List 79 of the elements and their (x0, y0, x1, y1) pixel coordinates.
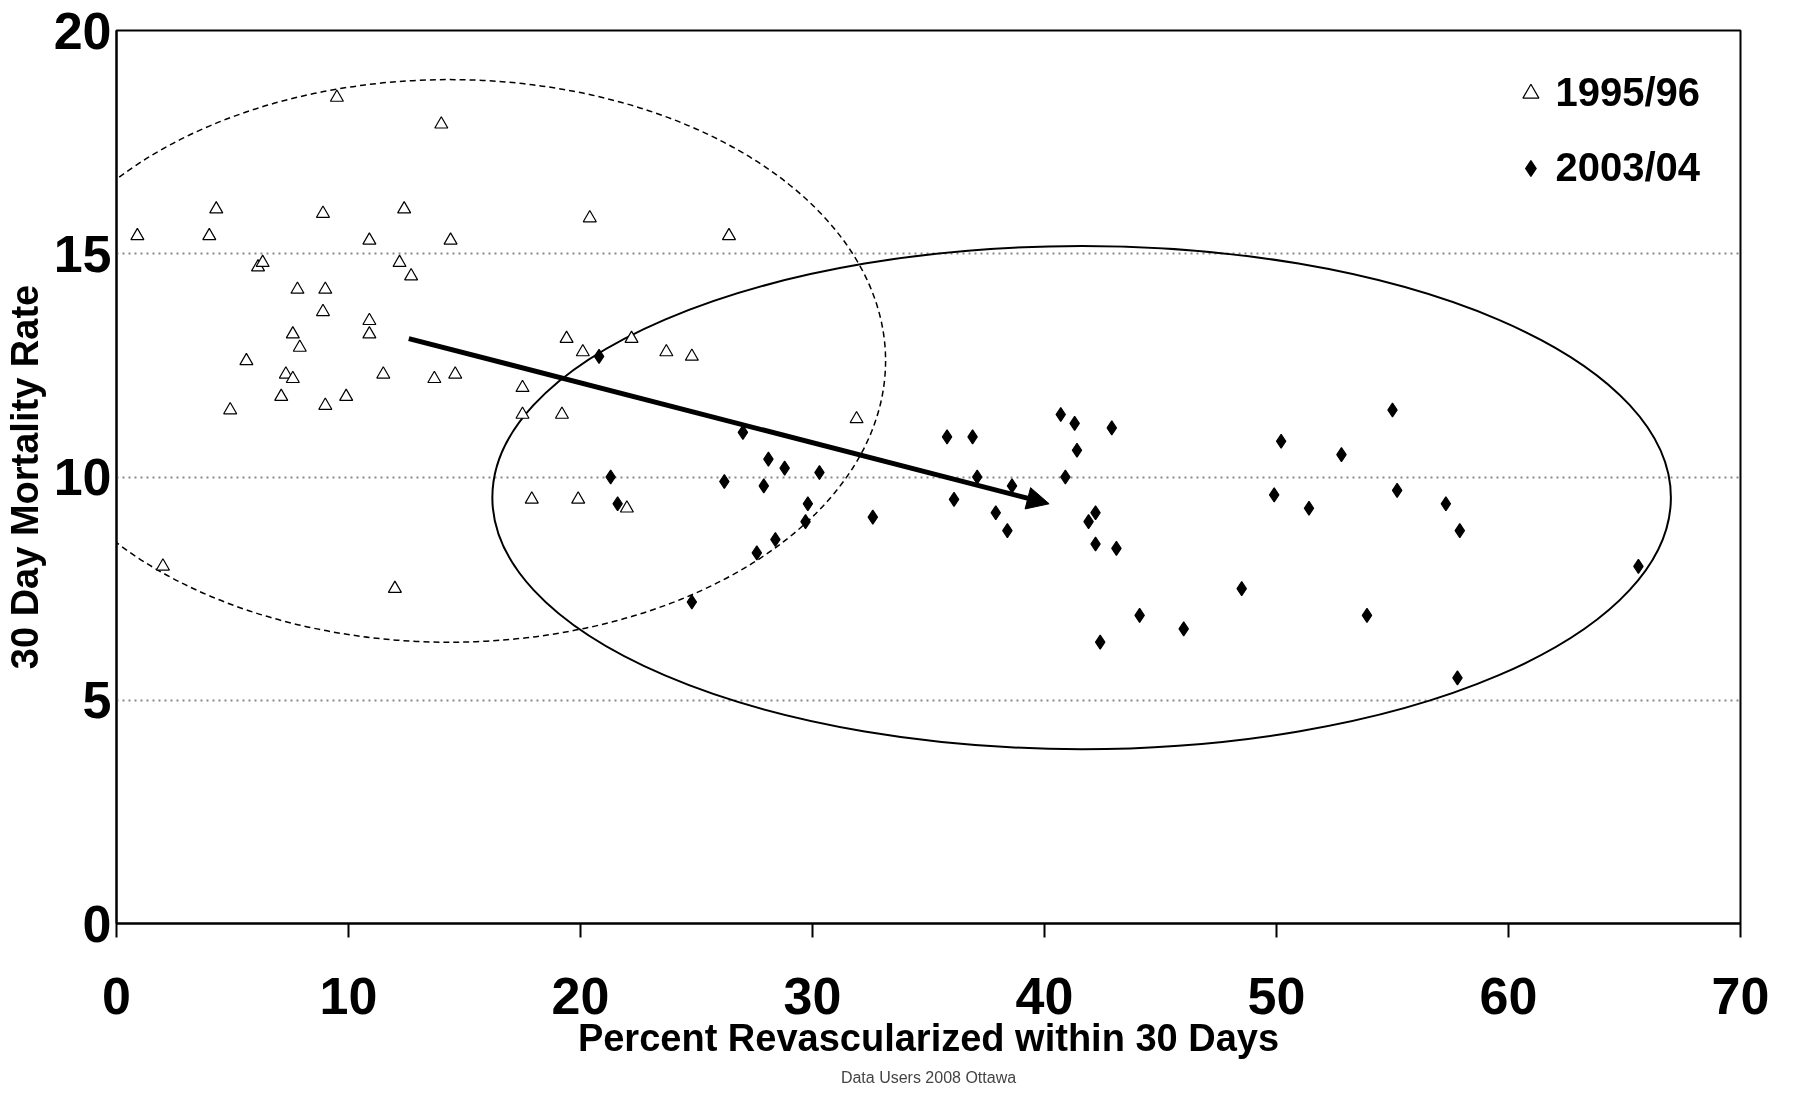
point (315, 303, 331, 317)
x-tick-label: 70 (1711, 966, 1770, 1025)
point (392, 254, 407, 268)
point (404, 267, 419, 281)
point (559, 330, 574, 343)
point (209, 200, 224, 214)
point (290, 281, 305, 294)
point (202, 227, 217, 241)
point (593, 348, 605, 365)
legend-label: 2003/04 (1555, 145, 1700, 190)
point (575, 343, 590, 357)
point (397, 200, 412, 214)
point (362, 312, 377, 326)
point (554, 406, 570, 419)
y-tick-label: 15 (53, 224, 112, 283)
point (155, 558, 170, 571)
text: Data Users 2008 Ottawa (840, 1068, 1017, 1086)
point (1440, 496, 1452, 512)
point (867, 509, 879, 525)
point (443, 232, 458, 245)
point (318, 397, 333, 410)
point (990, 505, 1002, 521)
point (751, 545, 763, 561)
point (285, 326, 300, 339)
point (376, 366, 391, 379)
point (255, 254, 270, 268)
point (274, 388, 289, 401)
point (329, 89, 344, 102)
y-tick-label: 10 (53, 448, 112, 506)
point (239, 352, 254, 366)
point (427, 370, 442, 384)
point (515, 379, 530, 393)
point (758, 478, 770, 494)
point (1071, 442, 1083, 458)
point (737, 424, 749, 440)
point (315, 205, 331, 218)
point (339, 388, 354, 401)
point (948, 491, 960, 507)
point (448, 366, 463, 379)
point (524, 491, 539, 504)
point (1361, 607, 1373, 624)
point (659, 343, 674, 357)
point (686, 594, 698, 610)
point (362, 232, 377, 245)
point (362, 326, 377, 339)
point (515, 406, 530, 419)
point (434, 116, 449, 129)
point (1268, 487, 1280, 503)
y-tick-label: 5 (82, 671, 112, 730)
point (1391, 482, 1403, 498)
point (571, 491, 586, 504)
point (971, 469, 983, 485)
point (1106, 420, 1118, 436)
point (1275, 433, 1287, 449)
x-tick-label: 10 (319, 966, 378, 1025)
point (1303, 500, 1315, 516)
point (721, 227, 737, 241)
point (318, 281, 333, 294)
legend-label: 1995/96 (1555, 70, 1700, 115)
y-axis-title: 30 Day Mortality Rate (3, 284, 46, 670)
point (849, 410, 864, 424)
point (130, 227, 145, 241)
point (802, 496, 814, 512)
y-tick-label: 0 (82, 894, 112, 953)
x-tick-label: 60 (1479, 966, 1538, 1025)
y-tick-label: 20 (53, 1, 112, 60)
point (278, 366, 293, 379)
point (223, 401, 238, 415)
point (1454, 522, 1466, 539)
point (941, 429, 953, 445)
point (1055, 406, 1067, 423)
point (582, 209, 597, 223)
point (619, 500, 634, 513)
point (292, 339, 307, 352)
point (624, 330, 639, 343)
point (1006, 478, 1018, 494)
point (285, 370, 300, 384)
point (684, 348, 699, 361)
point (1094, 634, 1106, 650)
